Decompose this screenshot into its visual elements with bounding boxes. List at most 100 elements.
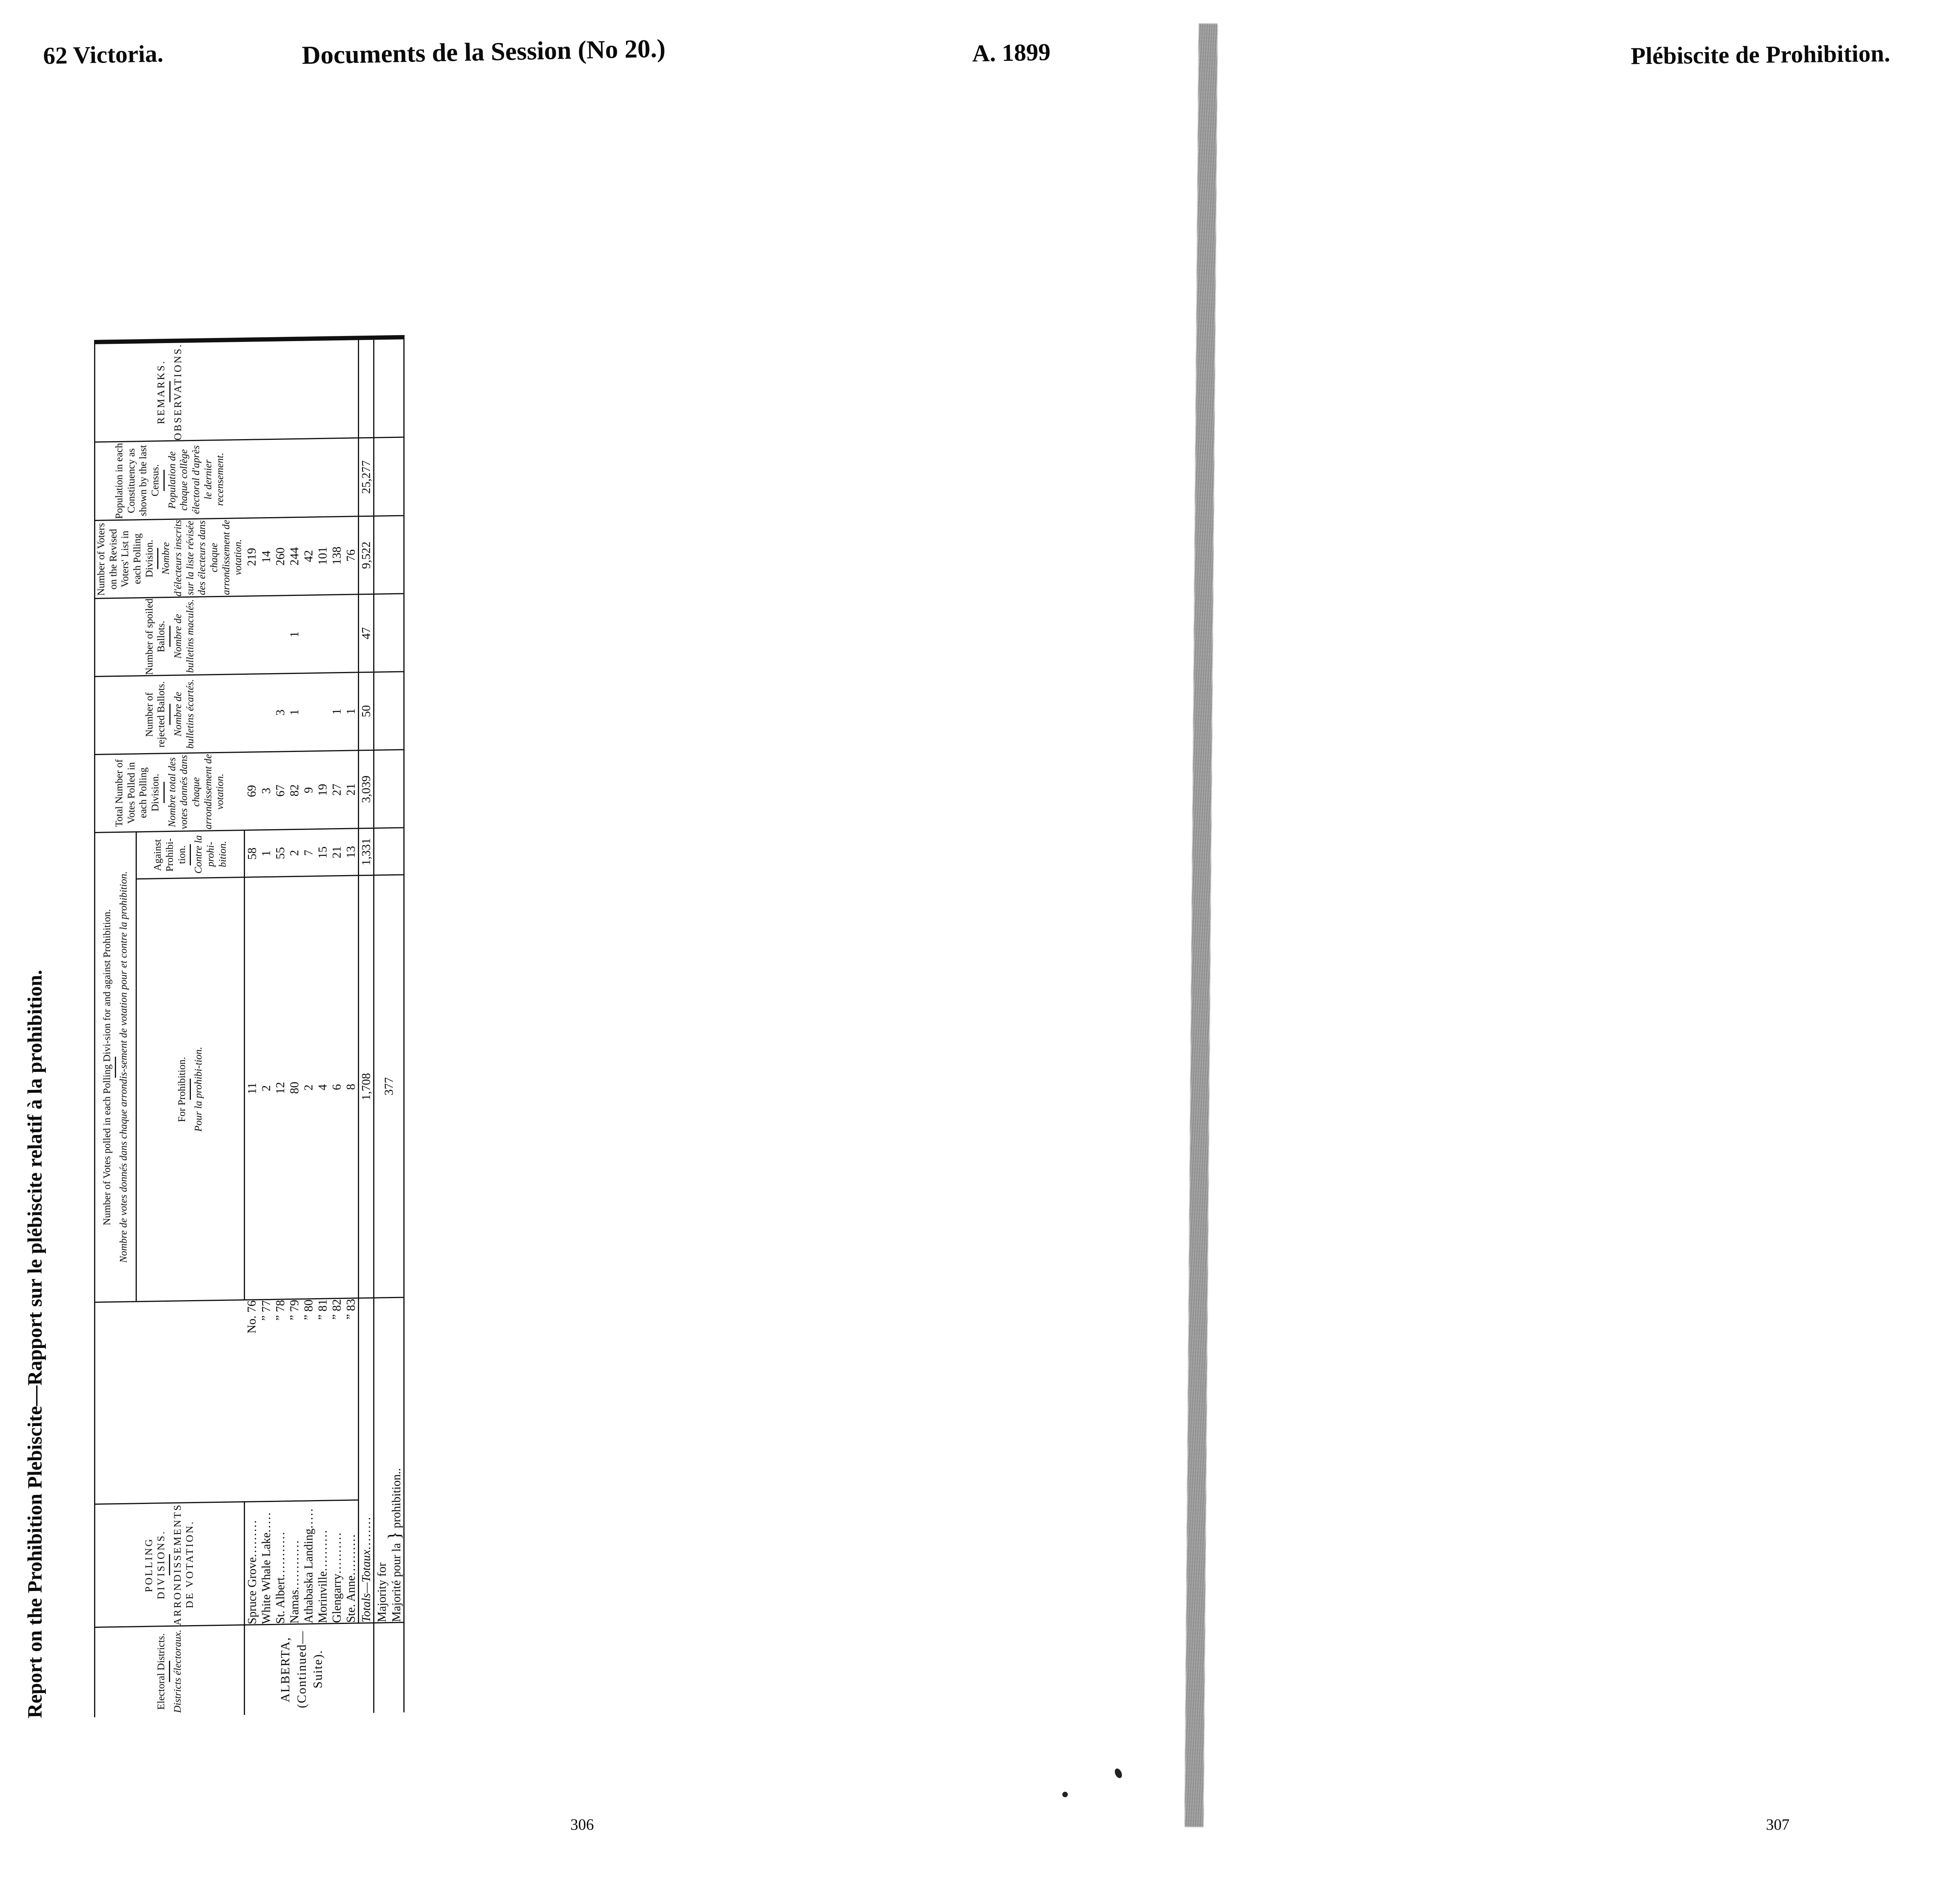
- table-row: St. Albert........... ” 78 12 55 67 3 26…: [273, 111, 287, 1715]
- remarks-cell: [315, 338, 330, 439]
- remarks-cell: [329, 338, 344, 439]
- votes-total: 67: [273, 751, 287, 830]
- polling-division-name: Glengarry..........: [329, 1500, 344, 1624]
- majority-label: Majority for Majorité pour la } prohibit…: [374, 1297, 404, 1623]
- remarks-cell: [259, 339, 273, 440]
- polling-division-name: Ste. Anne..........: [343, 1500, 359, 1624]
- voters-revised: 138: [329, 516, 344, 595]
- totals-revised: 9,522: [358, 516, 374, 595]
- page-307: Plébiscite de Prohibition. 307 Fleming..…: [1200, 0, 1960, 1878]
- voters-revised: 101: [315, 516, 330, 595]
- votes-against: 13: [343, 828, 359, 876]
- polling-division-name: White Whale Lake.....: [259, 1501, 273, 1625]
- majority-blank-4: [374, 594, 404, 672]
- votes-for: 11: [244, 877, 259, 1300]
- ballots-spoiled: [343, 594, 359, 673]
- header-revised-voters: Number of Voters on the Revised Voters' …: [94, 518, 245, 599]
- polling-division-name: Namas............: [287, 1501, 301, 1625]
- header-population: Population in each Constituency as shown…: [94, 440, 245, 521]
- votes-for: 2: [301, 876, 316, 1299]
- table-row: Morinville.......... ” 81 4 15 19 101: [315, 110, 330, 1714]
- header-spoiled-ballots: Number of spoiled Ballots. Nombre de bul…: [94, 596, 245, 677]
- votes-total: 27: [329, 750, 344, 829]
- votes-for: 6: [329, 875, 344, 1299]
- ballots-rejected: 1: [329, 672, 344, 751]
- district-cell: ALBERTA, (Continued—Suite).: [278, 1630, 325, 1709]
- remarks-cell: [287, 339, 301, 440]
- votes-for: 80: [287, 876, 301, 1299]
- voters-revised: 260: [273, 517, 287, 596]
- polling-division-no: ” 83: [343, 1298, 359, 1500]
- votes-for: 4: [315, 875, 330, 1299]
- voters-revised: 76: [343, 516, 359, 595]
- table-row: White Whale Lake..... ” 77 2 1 3 14: [259, 111, 273, 1715]
- majority-row: Majority for Majorité pour la } prohibit…: [374, 109, 404, 1713]
- ballots-spoiled: [273, 596, 287, 674]
- voters-revised: 14: [259, 518, 273, 596]
- polling-division-name: Athabaska Landing.....: [301, 1500, 316, 1624]
- polling-division-no: ” 80: [301, 1299, 316, 1501]
- header-polling-divisions: POLLING DIVISIONS. ARRONDISSEMENTS DE VO…: [94, 1502, 245, 1627]
- ballots-rejected: 3: [273, 673, 287, 752]
- majority-blank-6: [374, 437, 404, 516]
- alberta-results-table: Electoral Districts. Districts électorau…: [94, 109, 405, 1717]
- majority-blank-1: [374, 828, 404, 875]
- votes-against: 1: [259, 830, 273, 877]
- votes-against: 7: [301, 829, 316, 877]
- votes-against: 55: [273, 830, 287, 877]
- table-row: Athabaska Landing..... ” 80 2 7 9 42: [301, 110, 316, 1714]
- totals-population: 25,277: [358, 438, 374, 516]
- totals-for: 1,708: [358, 875, 374, 1299]
- population-cell: [244, 440, 259, 518]
- table-row: Ste. Anne.......... ” 83 8 13 21 1 76: [343, 109, 359, 1713]
- polling-division-name: St. Albert...........: [273, 1501, 287, 1625]
- ballots-spoiled: [315, 595, 330, 673]
- remarks-cell: [343, 338, 359, 438]
- voters-revised: 244: [287, 517, 301, 596]
- header-districts: Electoral Districts. Districts électorau…: [94, 1625, 245, 1717]
- votes-for: 2: [259, 877, 273, 1300]
- header-against-prohibition: Against Prohibi-tion. Contre la prohi-bi…: [136, 830, 245, 879]
- majority-blank-2: [374, 749, 404, 828]
- scan-speck: [1062, 1792, 1068, 1797]
- header-votes-polled: Number of Votes polled in each Polling D…: [94, 832, 136, 1302]
- remarks-cell: [244, 340, 259, 440]
- left-table-block: Report on the Prohibition Plebiscite—Rap…: [24, 109, 405, 1718]
- remarks-cell: [358, 338, 374, 438]
- remarks-cell: [273, 339, 287, 440]
- votes-total: 9: [301, 751, 316, 830]
- polling-division-no: ” 82: [329, 1298, 344, 1500]
- page-306: 62 Victoria. Documents de la Session (No…: [24, 34, 1051, 1833]
- table-row: Namas............ ” 79 80 2 82 1 1 244: [287, 111, 301, 1715]
- polling-division-no: ” 77: [259, 1299, 273, 1502]
- votes-against: 21: [329, 828, 344, 876]
- totals-label: Totals—Totaux........: [358, 1298, 374, 1624]
- population-cell: [343, 438, 359, 517]
- majority-blank-3: [374, 672, 404, 750]
- running-head-right: A. 1899: [972, 39, 1051, 67]
- page-number-307: 307: [1766, 1816, 1789, 1833]
- header-for-prohibition: For Prohibition. Pour la prohibi-tion.: [136, 877, 245, 1302]
- votes-total: 82: [287, 751, 301, 830]
- polling-division-no: ” 81: [315, 1299, 330, 1501]
- running-head-center: Documents de la Session (No 20.): [301, 34, 666, 70]
- remarks-cell: [374, 337, 404, 438]
- running-head-right-page: Plébiscite de Prohibition.: [1630, 40, 1891, 70]
- population-cell: [259, 439, 273, 518]
- totals-spacer: [358, 1623, 374, 1713]
- totals-against: 1,331: [358, 828, 374, 875]
- votes-against: 15: [315, 829, 330, 876]
- table-title: Report on the Prohibition Plebiscite—Rap…: [24, 970, 46, 1718]
- votes-for: 8: [343, 875, 359, 1299]
- votes-total: 21: [343, 750, 359, 829]
- votes-for: 12: [273, 876, 287, 1300]
- polling-division-name: Morinville..........: [315, 1500, 330, 1624]
- ballots-rejected: 1: [343, 672, 359, 751]
- population-cell: [329, 438, 344, 517]
- majority-blank-5: [374, 515, 404, 594]
- totals-row: Totals—Totaux........ 1,708 1,331 3,039 …: [358, 109, 374, 1713]
- ballots-spoiled: [259, 596, 273, 674]
- totals-spoiled: 47: [358, 594, 374, 672]
- ballots-rejected: [315, 673, 330, 751]
- ballots-spoiled: [329, 594, 344, 673]
